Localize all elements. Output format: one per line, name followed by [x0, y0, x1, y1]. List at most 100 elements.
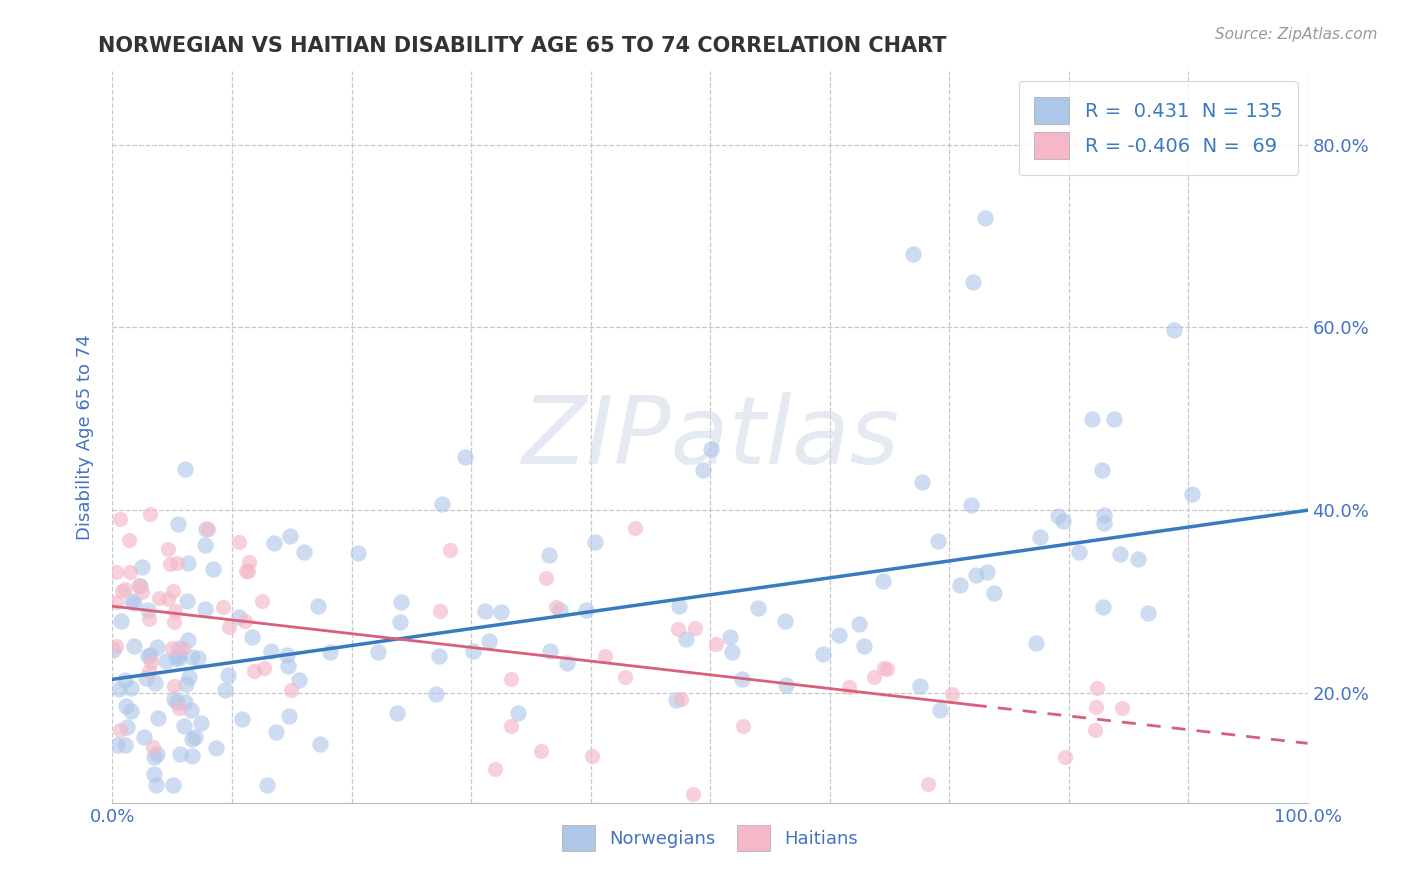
Point: [201, 562, 224, 576]
Point: [278, 708, 301, 723]
Point: [132, 730, 155, 744]
Point: [176, 633, 198, 648]
Point: [1025, 636, 1047, 650]
Point: [277, 658, 299, 673]
Point: [107, 682, 129, 697]
Point: [138, 664, 160, 678]
Point: [546, 600, 568, 615]
Y-axis label: Disability Age 65 to 74: Disability Age 65 to 74: [76, 334, 94, 540]
Point: [1128, 552, 1150, 566]
Point: [235, 614, 257, 628]
Point: [115, 698, 138, 713]
Point: [159, 558, 181, 572]
Point: [1092, 516, 1115, 531]
Point: [114, 739, 136, 753]
Point: [238, 556, 260, 570]
Point: [872, 574, 894, 589]
Point: [903, 247, 925, 261]
Point: [1181, 487, 1204, 501]
Point: [166, 557, 188, 571]
Point: [136, 648, 159, 663]
Point: [1091, 463, 1114, 477]
Point: [163, 615, 186, 630]
Point: [692, 463, 714, 477]
Point: [148, 591, 170, 605]
Point: [489, 605, 512, 619]
Point: [319, 645, 342, 659]
Point: [1102, 412, 1125, 426]
Point: [747, 600, 769, 615]
Point: [669, 692, 692, 706]
Point: [240, 630, 263, 644]
Point: [146, 640, 169, 654]
Point: [120, 565, 142, 579]
Point: [873, 660, 896, 674]
Point: [183, 731, 205, 745]
Point: [1047, 508, 1070, 523]
Point: [180, 703, 202, 717]
Point: [169, 651, 191, 665]
Point: [1085, 700, 1108, 714]
Point: [131, 584, 153, 599]
Point: [167, 641, 190, 656]
Legend: Norwegians, Haitians: Norwegians, Haitians: [553, 816, 868, 860]
Point: [118, 533, 141, 547]
Point: [461, 644, 484, 658]
Point: [1081, 412, 1104, 426]
Point: [129, 579, 152, 593]
Point: [683, 621, 706, 635]
Point: [236, 564, 259, 578]
Point: [205, 741, 228, 756]
Point: [157, 542, 180, 557]
Point: [138, 648, 160, 662]
Point: [155, 654, 177, 668]
Point: [499, 719, 522, 733]
Point: [108, 512, 131, 526]
Point: [983, 585, 1005, 599]
Point: [146, 747, 169, 762]
Point: [166, 517, 188, 532]
Point: [253, 661, 276, 675]
Point: [1091, 599, 1114, 614]
Point: [863, 670, 886, 684]
Point: [264, 725, 287, 739]
Point: [484, 762, 506, 776]
Point: [718, 630, 741, 644]
Point: [429, 604, 451, 618]
Point: [292, 545, 315, 559]
Point: [1163, 323, 1185, 337]
Point: [668, 599, 690, 613]
Point: [256, 778, 278, 792]
Point: [704, 637, 727, 651]
Point: [593, 649, 616, 664]
Point: [557, 656, 579, 670]
Point: [529, 743, 551, 757]
Point: [103, 643, 125, 657]
Point: [278, 529, 301, 543]
Point: [142, 740, 165, 755]
Point: [111, 584, 134, 599]
Point: [143, 750, 166, 764]
Text: ZIPatlas: ZIPatlas: [522, 392, 898, 483]
Point: [1137, 606, 1160, 620]
Point: [114, 582, 136, 597]
Point: [974, 211, 997, 225]
Point: [139, 508, 162, 522]
Point: [506, 706, 529, 720]
Point: [773, 614, 796, 628]
Point: [197, 522, 219, 536]
Point: [235, 565, 257, 579]
Point: [583, 535, 606, 549]
Point: [581, 749, 603, 764]
Point: [1054, 750, 1077, 764]
Point: [733, 719, 755, 733]
Point: [194, 601, 217, 615]
Point: [146, 711, 169, 725]
Point: [108, 723, 131, 737]
Point: [166, 648, 188, 662]
Point: [120, 681, 142, 695]
Point: [425, 687, 447, 701]
Point: [263, 536, 285, 550]
Point: [165, 605, 187, 619]
Point: [427, 648, 450, 663]
